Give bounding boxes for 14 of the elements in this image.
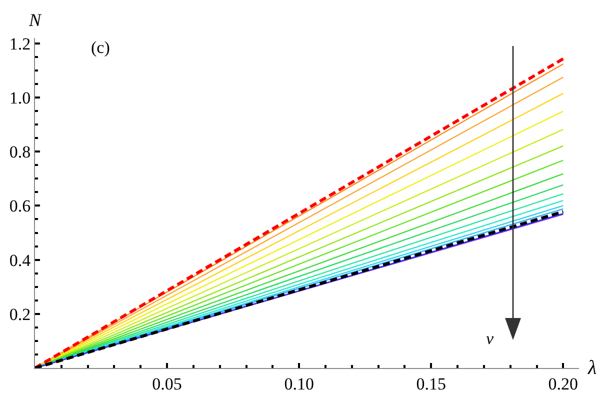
- y-axis-title: N: [28, 10, 42, 30]
- x-axis-title: λ: [587, 357, 597, 379]
- y-tick-label: 0.2: [9, 304, 31, 324]
- x-tick-label: 0.05: [152, 374, 182, 394]
- y-tick-label: 0.4: [9, 250, 32, 270]
- y-tick-label: 0.6: [9, 196, 31, 216]
- y-tick-label: 1.0: [9, 88, 31, 108]
- x-tick-label: 0.15: [416, 374, 446, 394]
- y-tick-label: 0.8: [9, 142, 31, 162]
- y-tick-label: 1.2: [9, 34, 31, 54]
- annotation: v: [486, 329, 494, 348]
- annotation: (c): [91, 38, 110, 57]
- x-tick-label: 0.20: [548, 374, 578, 394]
- x-tick-label: 0.10: [284, 374, 314, 394]
